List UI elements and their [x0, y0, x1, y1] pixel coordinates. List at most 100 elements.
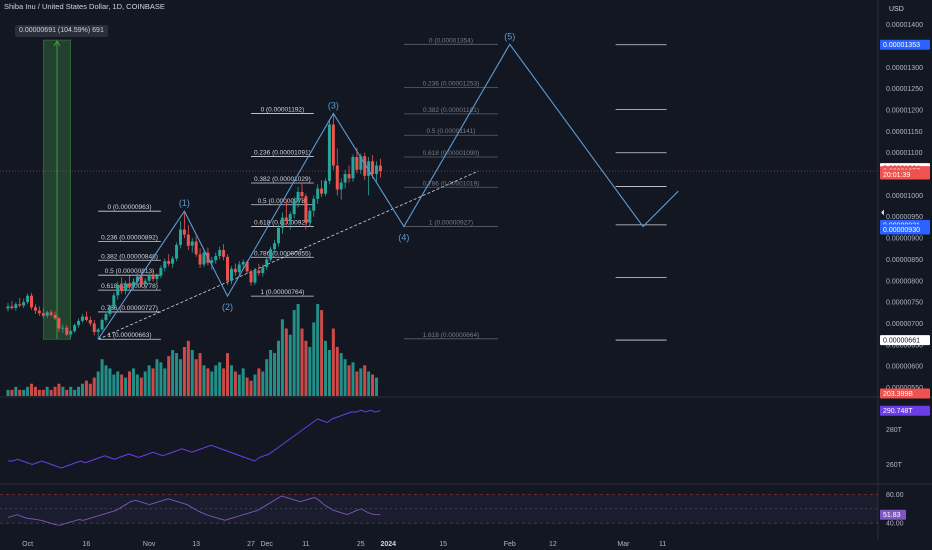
candle-body	[308, 210, 312, 223]
candle-body	[88, 320, 92, 324]
candle	[210, 256, 214, 270]
candle-body	[37, 310, 41, 314]
fib-level-label: 0.786 (0.00000727)	[101, 305, 158, 312]
time-tick-label: 11	[659, 541, 666, 548]
candle-body	[53, 314, 57, 319]
volume-bar	[92, 377, 96, 396]
candle-body	[378, 165, 382, 172]
volume-bar	[206, 368, 210, 396]
volume-bar	[253, 374, 257, 396]
candle	[347, 165, 351, 183]
candle	[159, 265, 163, 279]
candle	[37, 306, 41, 316]
volume-bar	[171, 350, 175, 396]
fib-level-label: 0.236 (0.00001253)	[423, 80, 480, 87]
currency-label[interactable]: USD	[889, 6, 904, 13]
candle-body	[178, 229, 182, 245]
volume-bar	[292, 310, 296, 396]
volume-bar	[53, 386, 57, 396]
volume-bar	[359, 368, 363, 396]
candle	[104, 311, 108, 323]
candle-body	[33, 307, 37, 311]
candle-body	[120, 285, 124, 292]
candle	[178, 221, 182, 249]
wave-label: (4)	[398, 233, 409, 243]
time-tick-label: 15	[439, 541, 447, 548]
volume-bar	[347, 365, 351, 396]
candle	[229, 266, 233, 285]
candle	[182, 211, 186, 239]
candle	[269, 246, 273, 262]
volume-bar	[202, 365, 206, 396]
candle-body	[155, 275, 159, 280]
price-tick-label: 0.00001200	[886, 108, 923, 115]
rsi-value-label: 51.83	[883, 512, 901, 519]
candle	[378, 158, 382, 178]
time-tick-label: Mar	[617, 541, 630, 548]
volume-bar	[135, 374, 139, 396]
candle	[253, 267, 257, 286]
candle	[128, 275, 132, 290]
candle	[237, 261, 241, 275]
candle-body	[226, 256, 230, 281]
candle	[304, 193, 308, 230]
candle	[233, 263, 237, 276]
candle-body	[124, 283, 128, 292]
candle-body	[73, 325, 77, 332]
volume-bar	[249, 380, 253, 396]
fib-level-label: 0.382 (0.00001191)	[423, 107, 479, 114]
candle	[280, 212, 284, 234]
candle	[371, 155, 375, 179]
price-badge-label: 0.00001353	[883, 42, 920, 49]
candle	[351, 154, 355, 182]
volume-bar	[84, 380, 88, 396]
price-tick-label: 0.00000750	[886, 300, 923, 307]
candle-body	[96, 329, 100, 332]
candle-body	[10, 306, 14, 309]
obv-value-label: 290.748T	[883, 408, 913, 415]
candle	[202, 250, 206, 268]
candle	[327, 119, 331, 185]
candle-body	[92, 323, 96, 332]
candle-body	[14, 304, 18, 309]
volume-bar	[37, 389, 41, 396]
fib-level-label: 0.382 (0.00000848)	[101, 253, 158, 260]
volume-bar	[226, 353, 230, 396]
volume-bar	[104, 365, 108, 396]
candle-body	[273, 243, 277, 250]
candle-body	[65, 327, 69, 335]
volume-bar	[261, 371, 265, 396]
candle	[257, 263, 261, 276]
price-badge	[880, 388, 930, 399]
candle-body	[210, 260, 214, 263]
candle	[284, 199, 288, 226]
fib-level-label: 1 (0.00000764)	[260, 289, 304, 296]
measure-label: 0.00000691 (104.59%) 691	[15, 25, 108, 37]
candle	[167, 254, 171, 267]
rsi-value-badge	[880, 509, 906, 520]
time-tick-label: 25	[357, 541, 365, 548]
elliott-wave-line	[97, 43, 679, 340]
candle-body	[355, 156, 359, 170]
candle	[175, 242, 179, 262]
price-tick-label: 0.00000800	[886, 278, 923, 285]
candle	[316, 184, 320, 204]
candle	[10, 301, 14, 310]
volume-bar	[159, 362, 163, 396]
candle-body	[49, 312, 53, 315]
candle-body	[276, 227, 280, 244]
candle-body	[214, 256, 218, 261]
axis-arrow-icon	[881, 209, 884, 216]
volume-bar	[124, 377, 128, 396]
volume-bar	[351, 362, 355, 396]
volume-bar	[210, 371, 214, 396]
candle-body	[222, 250, 226, 257]
candle	[273, 239, 277, 255]
candle	[69, 329, 73, 338]
time-tick-label: Oct	[22, 541, 33, 548]
candle-body	[312, 198, 316, 211]
volume-bar	[218, 362, 222, 396]
volume-bar	[100, 359, 104, 396]
time-tick-label: 2024	[380, 541, 396, 548]
